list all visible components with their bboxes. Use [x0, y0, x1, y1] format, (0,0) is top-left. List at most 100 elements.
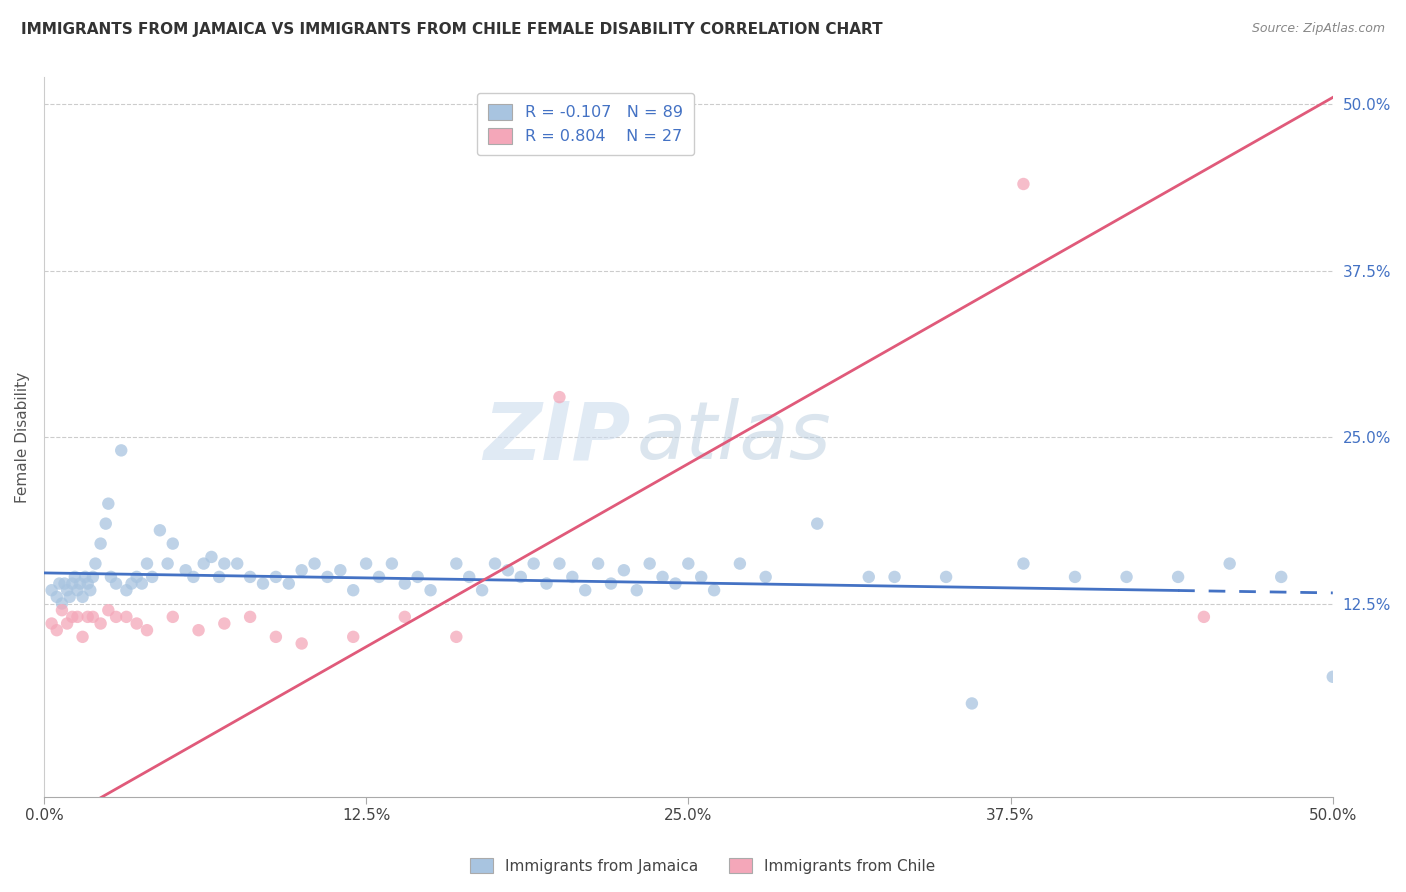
Point	[678, 557, 700, 571]
Point	[41, 583, 63, 598]
Point	[125, 616, 148, 631]
Point	[806, 516, 828, 531]
Point	[394, 610, 416, 624]
Point	[728, 557, 751, 571]
Point	[72, 590, 94, 604]
Point	[446, 557, 468, 571]
Text: ZIP: ZIP	[482, 398, 630, 476]
Point	[193, 557, 215, 571]
Point	[1064, 570, 1087, 584]
Point	[76, 576, 98, 591]
Point	[66, 583, 89, 598]
Point	[90, 536, 112, 550]
Point	[105, 576, 128, 591]
Point	[264, 630, 287, 644]
Point	[342, 583, 364, 598]
Point	[48, 576, 70, 591]
Point	[239, 610, 262, 624]
Y-axis label: Female Disability: Female Disability	[15, 371, 30, 502]
Point	[121, 576, 143, 591]
Point	[561, 570, 583, 584]
Point	[208, 570, 231, 584]
Point	[136, 557, 159, 571]
Point	[105, 610, 128, 624]
Legend: Immigrants from Jamaica, Immigrants from Chile: Immigrants from Jamaica, Immigrants from…	[464, 852, 942, 880]
Point	[381, 557, 404, 571]
Point	[162, 536, 184, 550]
Point	[141, 570, 163, 584]
Point	[97, 497, 120, 511]
Point	[162, 610, 184, 624]
Point	[100, 570, 122, 584]
Point	[84, 557, 107, 571]
Point	[45, 590, 67, 604]
Point	[69, 576, 91, 591]
Point	[536, 576, 558, 591]
Point	[174, 563, 197, 577]
Text: Source: ZipAtlas.com: Source: ZipAtlas.com	[1251, 22, 1385, 36]
Point	[690, 570, 713, 584]
Point	[304, 557, 326, 571]
Point	[368, 570, 391, 584]
Point	[574, 583, 596, 598]
Point	[214, 557, 236, 571]
Point	[935, 570, 957, 584]
Point	[638, 557, 661, 571]
Point	[45, 623, 67, 637]
Point	[496, 563, 519, 577]
Point	[53, 576, 76, 591]
Point	[115, 583, 138, 598]
Point	[291, 563, 314, 577]
Point	[291, 636, 314, 650]
Point	[136, 623, 159, 637]
Point	[1115, 570, 1137, 584]
Point	[613, 563, 636, 577]
Point	[1192, 610, 1215, 624]
Point	[60, 610, 83, 624]
Point	[419, 583, 441, 598]
Point	[75, 570, 97, 584]
Point	[329, 563, 352, 577]
Text: atlas: atlas	[637, 398, 831, 476]
Point	[115, 610, 138, 624]
Point	[200, 549, 222, 564]
Point	[858, 570, 880, 584]
Point	[97, 603, 120, 617]
Point	[79, 583, 101, 598]
Point	[446, 630, 468, 644]
Point	[471, 583, 494, 598]
Point	[82, 610, 104, 624]
Point	[548, 557, 571, 571]
Point	[1322, 670, 1344, 684]
Point	[66, 610, 89, 624]
Point	[125, 570, 148, 584]
Point	[56, 616, 79, 631]
Point	[277, 576, 299, 591]
Point	[458, 570, 481, 584]
Legend: R = -0.107   N = 89, R = 0.804    N = 27: R = -0.107 N = 89, R = 0.804 N = 27	[477, 93, 693, 155]
Point	[226, 557, 249, 571]
Point	[664, 576, 686, 591]
Point	[1270, 570, 1292, 584]
Point	[82, 570, 104, 584]
Point	[1012, 557, 1035, 571]
Point	[626, 583, 648, 598]
Point	[1012, 177, 1035, 191]
Point	[509, 570, 531, 584]
Point	[252, 576, 274, 591]
Point	[264, 570, 287, 584]
Point	[354, 557, 377, 571]
Text: IMMIGRANTS FROM JAMAICA VS IMMIGRANTS FROM CHILE FEMALE DISABILITY CORRELATION C: IMMIGRANTS FROM JAMAICA VS IMMIGRANTS FR…	[21, 22, 883, 37]
Point	[342, 630, 364, 644]
Point	[41, 616, 63, 631]
Point	[72, 630, 94, 644]
Point	[1167, 570, 1189, 584]
Point	[484, 557, 506, 571]
Point	[76, 610, 98, 624]
Point	[90, 616, 112, 631]
Point	[156, 557, 179, 571]
Point	[239, 570, 262, 584]
Point	[110, 443, 132, 458]
Point	[755, 570, 778, 584]
Point	[703, 583, 725, 598]
